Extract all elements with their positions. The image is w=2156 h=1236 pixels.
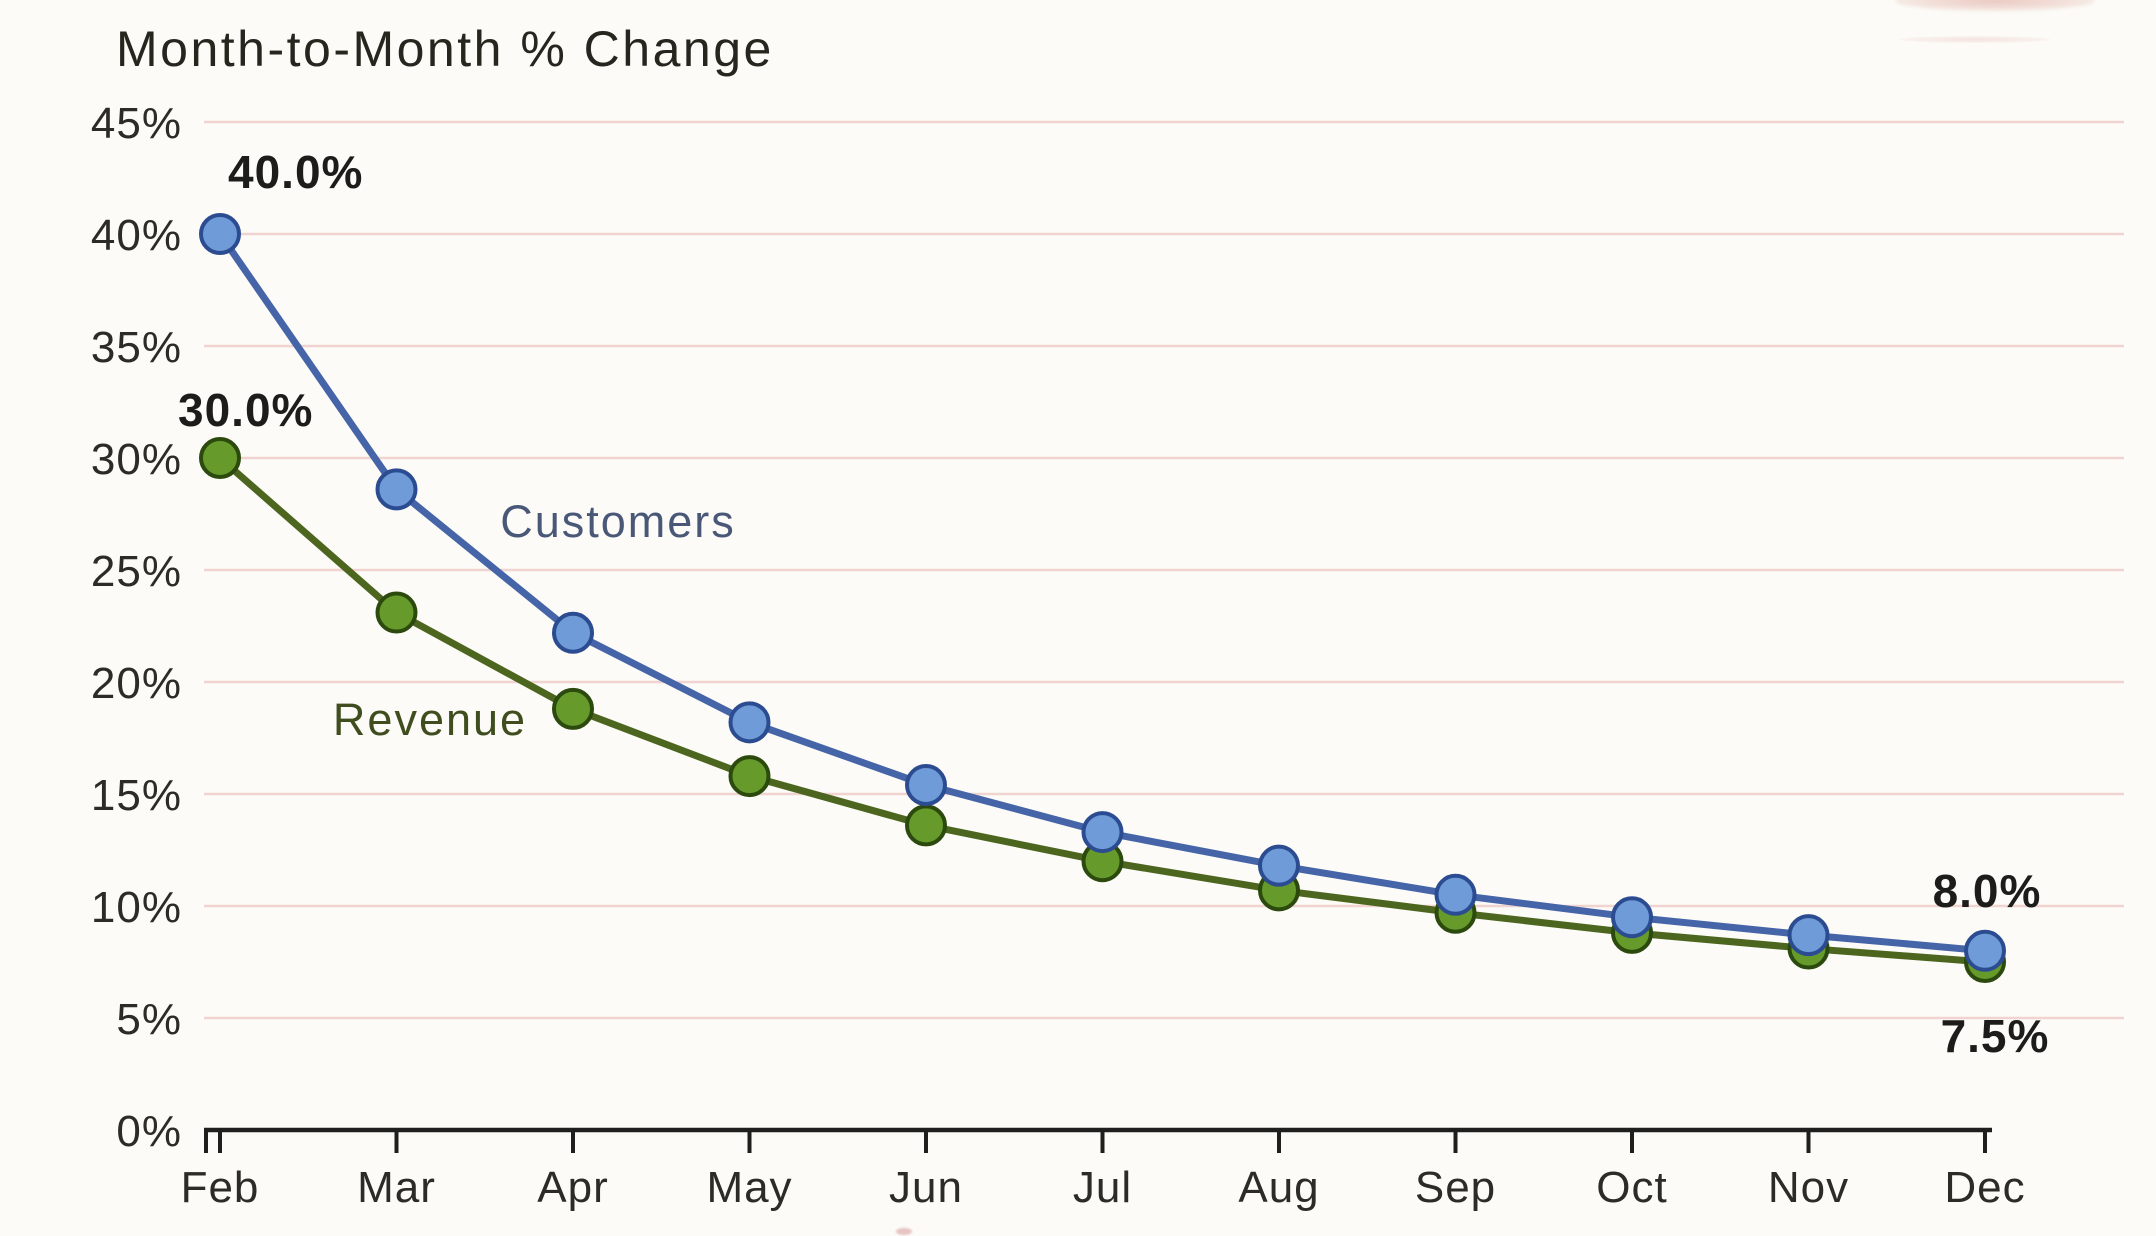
chart-title: Month-to-Month % Change [116,21,774,77]
x-tick-label-oct: Oct [1596,1163,1667,1212]
customers-point-apr [552,611,594,654]
customers-point-mar [375,468,418,511]
revenue-point-feb [199,437,241,479]
data-label-customers-feb: 40.0% [228,146,363,198]
y-tick-label-35-: 35% [91,323,182,372]
customers-point-dec [1964,929,2006,972]
revenue-point-mar [375,591,418,634]
x-tick-label-sep: Sep [1415,1163,1496,1212]
x-tick-label-aug: Aug [1238,1163,1319,1212]
scan-artifact-bottom-dot [896,1228,912,1235]
y-tick-label-0-: 0% [116,1107,182,1156]
revenue-series-label: Revenue [333,694,527,745]
customers-point-sep [1434,873,1477,916]
customers-point-jul [1081,811,1124,854]
customers-series-label: Customers [500,496,736,547]
x-tick-label-mar: Mar [357,1163,436,1212]
scan-artifact-pink-smudge [1895,0,2095,11]
y-tick-label-5-: 5% [116,995,182,1044]
customers-series [199,213,2006,972]
y-tick-label-25-: 25% [91,547,182,596]
customers-point-feb [199,213,241,255]
x-tick-label-jul: Jul [1073,1163,1132,1212]
data-label-revenue-dec: 7.5% [1941,1010,2050,1062]
customers-point-may [728,701,771,744]
x-axis: Feb Mar Apr May Jun Jul Aug Sep Oct Nov Dec [181,1127,2025,1212]
x-tick-label-feb: Feb [181,1163,260,1212]
x-tick-label-apr: Apr [537,1163,608,1212]
y-tick-label-40-: 40% [91,211,182,260]
gridlines [204,120,2124,1020]
y-tick-label-10-: 10% [91,883,182,932]
x-tick-label-jun: Jun [889,1163,963,1212]
data-label-customers-dec: 8.0% [1933,865,2042,917]
revenue-point-may [728,755,771,798]
customers-point-oct [1611,896,1653,939]
customers-point-aug [1258,844,1300,887]
x-tick-label-dec: Dec [1944,1163,2025,1212]
revenue-point-jun [905,804,947,847]
x-tick-label-nov: Nov [1768,1163,1849,1212]
customers-point-jun [905,764,947,807]
data-label-revenue-feb: 30.0% [178,384,313,436]
customers-point-nov [1787,914,1830,957]
scan-artifact-pink-streak [1900,36,2050,43]
y-tick-label-15-: 15% [91,771,182,820]
y-tick-label-30-: 30% [91,435,182,484]
y-tick-label-45-: 45% [91,99,182,148]
y-axis-tick-labels: 45% 40% 35% 30% 25% 20% 15% 10% 5% 0% [91,99,182,1156]
revenue-point-apr [552,687,594,730]
x-tick-label-may: May [706,1163,792,1212]
y-tick-label-20-: 20% [91,659,182,708]
